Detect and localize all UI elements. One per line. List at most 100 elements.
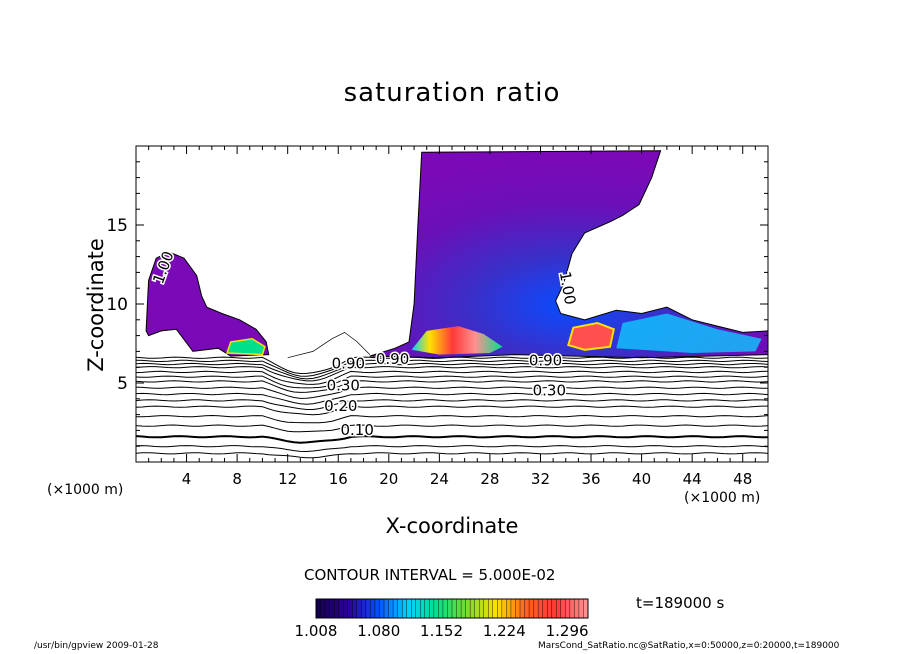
x-tick-label: 20 xyxy=(379,470,398,488)
colorbar-segment xyxy=(551,598,557,619)
colorbar-segment xyxy=(578,598,584,619)
x-axis-label: X-coordinate xyxy=(385,514,519,538)
x-tick-label: 16 xyxy=(329,470,348,488)
colorbar-segment xyxy=(574,598,580,619)
high-saturation-core-1 xyxy=(411,326,503,355)
colorbar-segment xyxy=(442,598,448,619)
colorbar-segment xyxy=(401,598,408,619)
contour-line xyxy=(135,414,769,424)
y-tick-label: 5 xyxy=(117,374,128,394)
moderate-saturation-layer xyxy=(616,313,762,353)
colorbar-segment xyxy=(397,598,403,619)
colorbar xyxy=(315,598,589,619)
colorbar-segment xyxy=(556,598,562,619)
x-tick-label: 4 xyxy=(182,470,192,488)
contour-line xyxy=(135,380,769,393)
colorbar-segment xyxy=(537,598,544,619)
colorbar-segment xyxy=(488,598,494,619)
contour-line xyxy=(135,356,769,375)
colorbar-segment xyxy=(424,598,430,619)
colorbar-segment xyxy=(365,598,371,619)
colorbar-segment xyxy=(479,598,485,619)
colorbar-segment xyxy=(456,598,462,619)
colorbar-segment xyxy=(483,598,489,619)
contour-label: 0.30 xyxy=(327,377,360,395)
colorbar-segment xyxy=(420,598,426,619)
colorbar-segment xyxy=(497,598,503,619)
contour-label: 1.00 xyxy=(556,270,580,306)
colorbar-segment xyxy=(474,598,480,619)
colorbar-tick-label: 1.224 xyxy=(482,622,526,640)
colorbar-segment xyxy=(542,598,548,619)
contour-line xyxy=(135,445,769,453)
colorbar-segment xyxy=(324,598,331,619)
footer-right: MarsCond_SatRatio.nc@SatRatio,x=0:50000,… xyxy=(538,641,840,651)
contour-lines xyxy=(135,331,769,459)
contour-line xyxy=(135,375,769,389)
x-tick-label: 28 xyxy=(480,470,499,488)
saturation-fills xyxy=(145,150,769,359)
footer-left: /usr/bin/gpview 2009-01-28 xyxy=(34,641,159,651)
left-surface-blob xyxy=(225,338,266,356)
colorbar-segment xyxy=(320,598,326,619)
colorbar-segment xyxy=(374,598,380,619)
colorbar-segment xyxy=(333,598,340,619)
contour-label: 0.90 xyxy=(332,355,365,373)
contour-label: 0.90 xyxy=(376,350,409,368)
colorbar-segment xyxy=(515,598,521,619)
contour-line xyxy=(135,405,768,416)
colorbar-segment xyxy=(569,598,575,619)
left-plume-region xyxy=(145,251,270,357)
x-tick-label: 36 xyxy=(581,470,600,488)
colorbar-segment xyxy=(510,598,516,619)
contour-line xyxy=(135,366,769,382)
contour-line xyxy=(135,370,769,385)
colorbar-segment xyxy=(338,598,344,619)
colorbar-segment xyxy=(347,598,353,619)
contour-line xyxy=(135,424,769,433)
colorbar-segment xyxy=(383,598,390,619)
contour-label: 0.20 xyxy=(324,397,357,415)
colorbar-tick-label: 1.008 xyxy=(294,622,338,640)
x-tick-label: 48 xyxy=(733,470,752,488)
colorbar-segment xyxy=(492,598,498,619)
x-tick-label: 44 xyxy=(683,470,702,488)
colorbar-segment xyxy=(406,598,412,619)
x-tick-label: 32 xyxy=(531,470,550,488)
colorbar-segment xyxy=(392,598,399,619)
chart-title: saturation ratio xyxy=(343,78,561,108)
colorbar-segment xyxy=(438,598,444,619)
x-unit-label-left: (×1000 m) xyxy=(47,482,124,498)
colorbar-segment xyxy=(465,598,471,619)
contour-line xyxy=(135,435,769,444)
colorbar-segment xyxy=(329,598,335,619)
colorbar-segment xyxy=(361,598,367,619)
colorbar-segment xyxy=(352,598,358,619)
high-saturation-core-2 xyxy=(567,321,615,351)
colorbar-segment xyxy=(447,598,453,619)
colorbar-frame xyxy=(315,598,589,619)
colorbar-segment xyxy=(565,598,571,619)
colorbar-segment xyxy=(388,598,394,619)
colorbar-segment xyxy=(343,598,349,619)
colorbar-segment xyxy=(560,598,566,619)
contour-label: 0.10 xyxy=(340,421,373,439)
colorbar-segment xyxy=(524,598,530,619)
contour-line xyxy=(135,399,769,410)
colorbar-tick-label: 1.152 xyxy=(420,622,464,640)
x-tick-label: 24 xyxy=(430,470,449,488)
colorbar-segment xyxy=(356,598,362,619)
contour-line xyxy=(287,331,371,359)
colorbar-segment xyxy=(547,598,553,619)
colorbar-segment xyxy=(519,598,526,619)
colorbar-segment xyxy=(451,598,458,619)
contour-label: 0.90 xyxy=(529,351,562,369)
colorbar-segment xyxy=(411,598,417,619)
colorbar-segment xyxy=(460,598,467,619)
contour-line xyxy=(135,359,769,377)
colorbar-segment xyxy=(501,598,507,619)
colorbar-segment xyxy=(315,598,322,619)
colorbar-segment xyxy=(379,598,385,619)
